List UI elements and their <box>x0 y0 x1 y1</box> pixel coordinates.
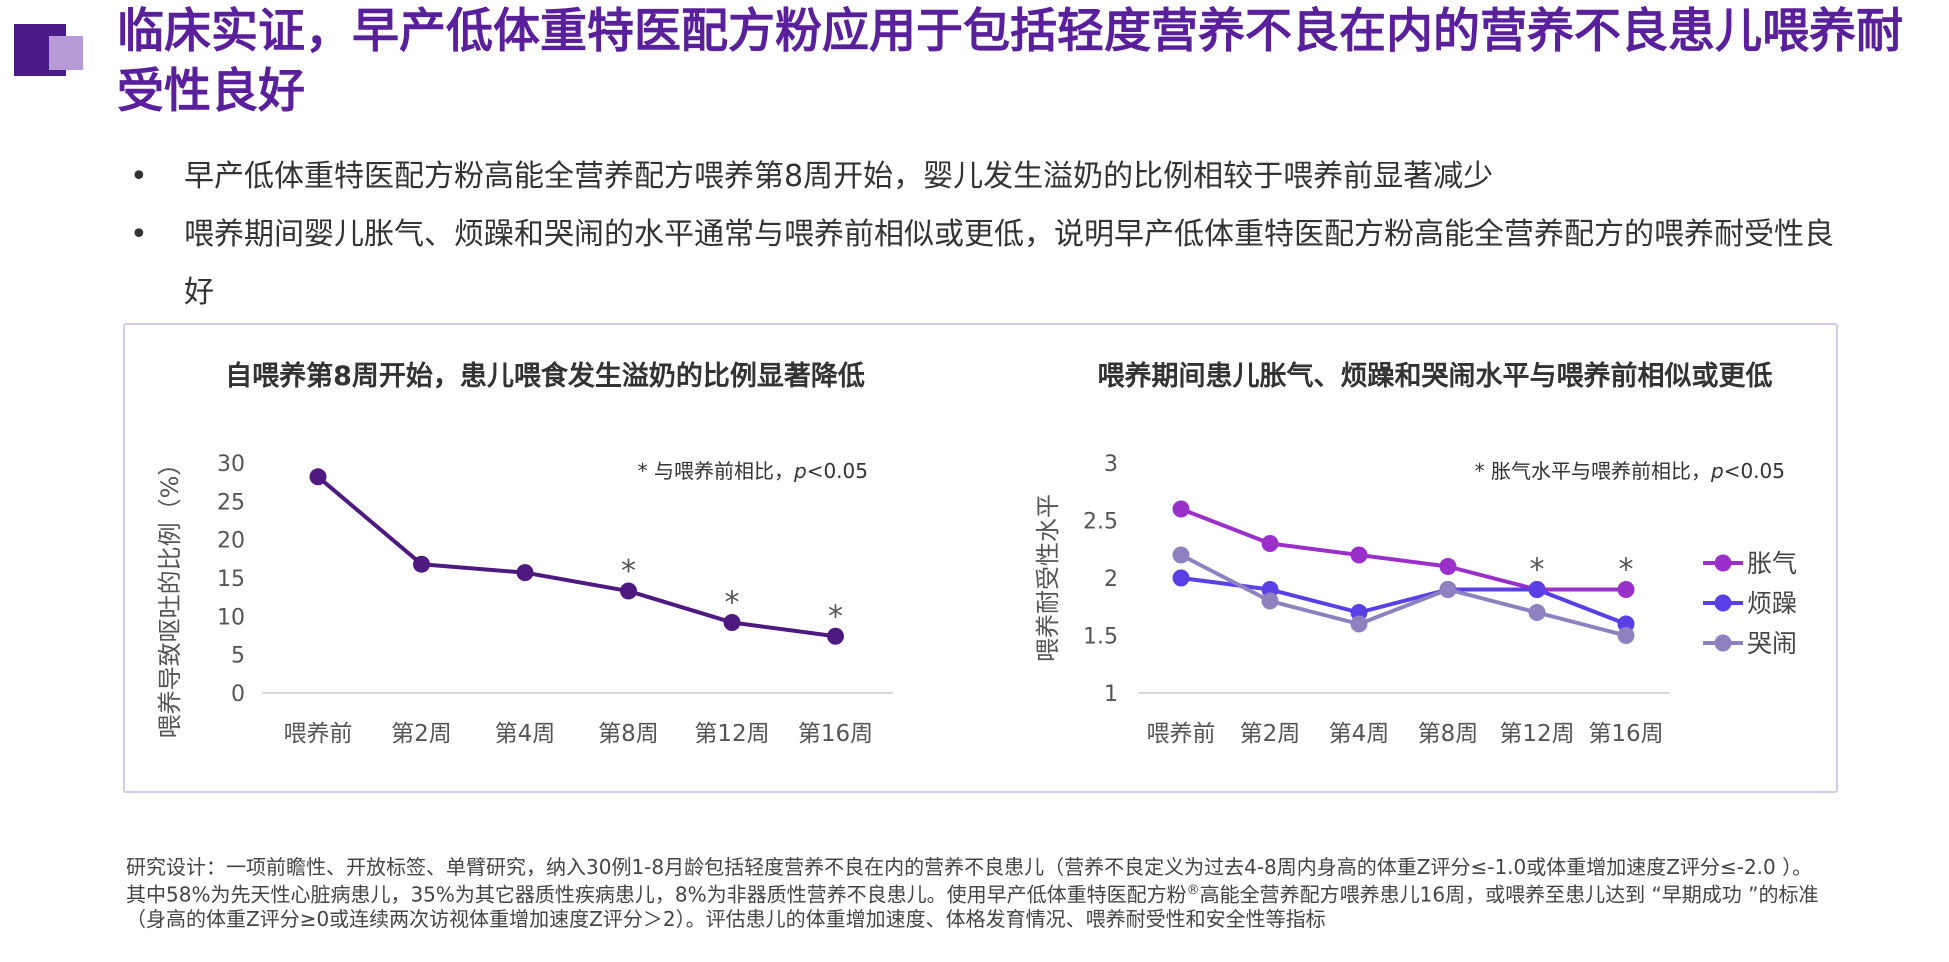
bullet-marker: • <box>130 159 148 194</box>
study-design-footnote: 研究设计：一项前瞻性、开放标签、单臂研究，纳入30例1-8月龄包括轻度营养不良在… <box>126 855 1826 931</box>
bullet-marker: • <box>130 217 148 252</box>
registered-mark: ® <box>1186 883 1200 898</box>
bullet-list: • 早产低体重特医配方粉高能全营养配方喂养第8周开始，婴儿发生溢奶的比例相较于喂… <box>120 148 1860 322</box>
footnote-text-2: 高能全营养配方喂养患儿16周，或喂养至患儿达到 “早期成功 ”的标准（身高的体重… <box>126 882 1819 931</box>
footnote-text-1: 研究设计：一项前瞻性、开放标签、单臂研究，纳入30例1-8月龄包括轻度营养不良在… <box>126 855 1813 907</box>
bullet-text-2: 喂养期间婴儿胀气、烦躁和哭闹的水平通常与喂养前相似或更低，说明早产低体重特医配方… <box>184 217 1834 310</box>
chart-panel <box>123 323 1838 793</box>
bullet-text-1: 早产低体重特医配方粉高能全营养配方喂养第8周开始，婴儿发生溢奶的比例相较于喂养前… <box>184 159 1494 194</box>
logo-square-light <box>49 36 83 70</box>
bullet-item-1: • 早产低体重特医配方粉高能全营养配方喂养第8周开始，婴儿发生溢奶的比例相较于喂… <box>120 148 1860 206</box>
slide-title: 临床实证，早产低体重特医配方粉应用于包括轻度营养不良在内的营养不良患儿喂养耐受性… <box>117 4 1903 119</box>
bullet-item-2: • 喂养期间婴儿胀气、烦躁和哭闹的水平通常与喂养前相似或更低，说明早产低体重特医… <box>120 206 1860 322</box>
